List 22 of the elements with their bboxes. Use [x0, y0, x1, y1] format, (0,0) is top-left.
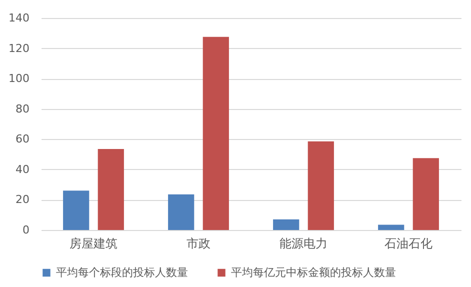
bar [63, 190, 90, 230]
x-tick-label: 房屋建筑 [70, 236, 118, 250]
legend-label: 平均每亿元中标金额的投标人数量 [231, 266, 396, 279]
x-tick-label: 能源电力 [280, 236, 328, 250]
y-tick-label: 40 [16, 162, 30, 176]
y-tick-label: 80 [16, 102, 30, 116]
bar [273, 219, 300, 230]
x-tick-label: 市政 [186, 236, 210, 250]
x-tick-label: 石油石化 [384, 236, 432, 250]
y-tick-label: 20 [16, 193, 30, 206]
y-tick-label: 120 [8, 42, 30, 55]
y-tick-label: 60 [16, 132, 30, 146]
legend-label: 平均每个标段的投标人数量 [56, 266, 188, 279]
y-tick-label: 100 [8, 72, 30, 86]
bar [412, 158, 439, 230]
bar [168, 194, 194, 230]
y-tick-label: 140 [8, 12, 30, 24]
y-tick-label: 0 [22, 224, 30, 236]
bar [308, 141, 334, 230]
bar [98, 148, 124, 230]
bar [378, 224, 404, 230]
bar [202, 36, 229, 230]
